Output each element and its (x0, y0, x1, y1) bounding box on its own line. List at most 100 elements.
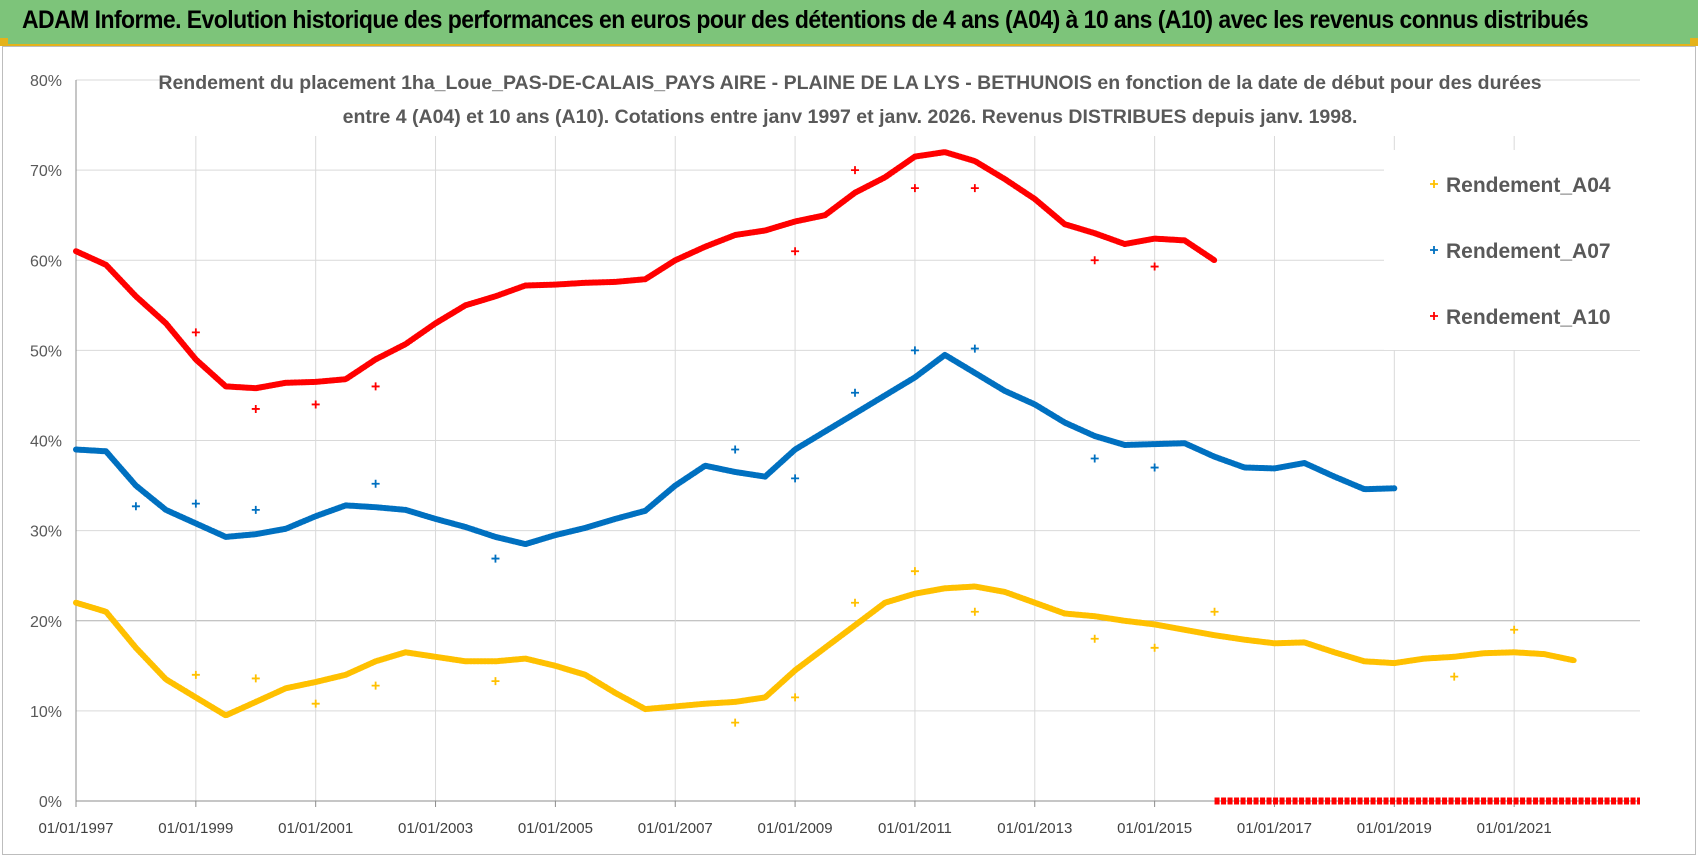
data-point (672, 257, 678, 263)
corner-mark-right (1690, 38, 1698, 46)
x-tick-label: 01/01/1997 (38, 820, 113, 837)
outlier-point (191, 670, 200, 679)
data-point (582, 525, 588, 531)
data-point (912, 154, 918, 160)
x-tick-label: 01/01/1999 (158, 820, 233, 837)
x-tick-label: 01/01/2007 (638, 820, 713, 837)
data-point (373, 658, 379, 664)
data-point (103, 609, 109, 615)
outlier-point (791, 693, 800, 702)
data-point (882, 600, 888, 606)
data-point (702, 701, 708, 707)
data-point (103, 448, 109, 454)
data-point (1391, 485, 1397, 491)
data-point (552, 532, 558, 538)
data-point (942, 585, 948, 591)
corner-mark-left (0, 38, 8, 46)
header-banner: ADAM Informe. Evolution historique des p… (0, 0, 1698, 46)
series-A07 (73, 344, 1398, 563)
data-point (972, 370, 978, 376)
data-point (432, 516, 439, 522)
y-tick-label: 60% (30, 253, 62, 270)
data-point (702, 244, 708, 250)
data-point (1481, 650, 1487, 656)
data-point (522, 282, 529, 289)
data-point (1331, 473, 1337, 480)
data-point (1092, 613, 1098, 619)
data-point (1361, 486, 1367, 492)
report-title: ADAM Informe. Evolution historique des p… (22, 6, 1589, 34)
data-point (672, 482, 678, 489)
data-point (402, 507, 409, 513)
legend: Rendement_A04 Rendement_A07 Rendement_A10 (1384, 150, 1640, 350)
data-point (1241, 637, 1248, 643)
outlier-point (371, 382, 380, 391)
outlier-point (731, 445, 740, 454)
data-point (432, 654, 439, 660)
y-tick-label: 20% (30, 614, 62, 631)
data-point (1002, 388, 1008, 394)
outlier-point (371, 479, 380, 488)
data-point (1571, 657, 1577, 664)
data-point (492, 658, 499, 664)
data-point (1152, 441, 1158, 447)
series-line-A10 (73, 149, 1218, 392)
data-point (1062, 610, 1068, 617)
outlier-point (191, 328, 200, 337)
chart-frame (2, 46, 1696, 855)
data-point (313, 679, 319, 685)
data-point (612, 690, 618, 696)
outlier-point (311, 400, 320, 409)
chart-title-line: Rendement du placement 1ha_Loue_PAS-DE-C… (158, 72, 1541, 94)
x-tick-label: 01/01/2015 (1117, 820, 1192, 837)
data-point (283, 526, 289, 532)
outlier-point (1510, 625, 1519, 634)
data-point (732, 699, 738, 705)
outlier-point (371, 681, 380, 690)
data-point (492, 293, 499, 299)
y-tick-label: 40% (30, 434, 62, 451)
data-point (1002, 589, 1008, 595)
data-point (882, 174, 888, 180)
outlier-point (970, 344, 979, 353)
data-point (642, 276, 648, 282)
data-point (942, 149, 948, 155)
outlier-point (1450, 672, 1459, 681)
data-point (253, 699, 259, 705)
outlier-point (1150, 643, 1159, 652)
data-point (193, 694, 199, 700)
x-tick-label: 01/01/2021 (1477, 820, 1552, 837)
data-point (313, 513, 319, 519)
data-point (163, 507, 169, 513)
data-point (1301, 460, 1308, 466)
data-point (882, 392, 888, 399)
data-point (1211, 632, 1218, 638)
data-point (792, 446, 798, 453)
data-point (1511, 649, 1517, 655)
data-point (223, 712, 229, 718)
data-point (1391, 660, 1397, 666)
outlier-point (311, 699, 320, 708)
x-tick-label: 01/01/2011 (878, 820, 952, 837)
data-point (1122, 618, 1128, 624)
legend-label-A10: Rendement_A10 (1446, 306, 1611, 329)
y-tick-label: 70% (30, 163, 62, 180)
data-point (552, 663, 558, 669)
data-point (1092, 230, 1098, 236)
data-point (283, 685, 289, 691)
data-point (1211, 257, 1218, 263)
data-point (1032, 600, 1038, 606)
outlier-point (851, 598, 860, 607)
data-point (253, 385, 259, 391)
outlier-point (851, 388, 860, 397)
outlier-point (491, 554, 500, 563)
x-tick-label: 01/01/2005 (518, 820, 593, 837)
data-point (1541, 651, 1547, 657)
data-point (1032, 401, 1038, 408)
outlier-point (251, 404, 260, 413)
data-point (283, 380, 289, 386)
data-point (522, 541, 529, 547)
data-point (582, 280, 588, 286)
data-point (402, 341, 409, 347)
data-point (1062, 221, 1068, 227)
